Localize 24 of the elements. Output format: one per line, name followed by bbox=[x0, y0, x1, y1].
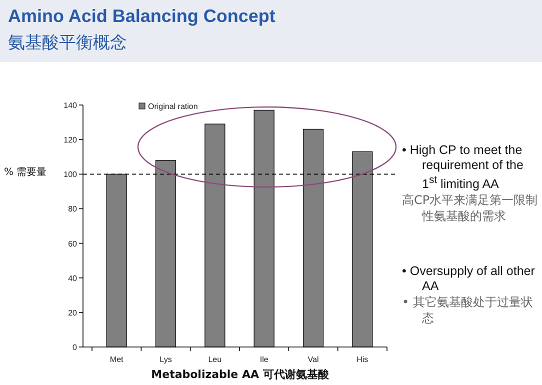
y-axis-title: % 需要量 bbox=[4, 167, 47, 178]
x-tick-label: Leu bbox=[208, 355, 222, 364]
x-tick-label: His bbox=[356, 355, 368, 364]
text: 高CP水平来满足第一限制性氨基酸的需求 bbox=[402, 192, 538, 224]
y-tick-label: 0 bbox=[72, 343, 78, 352]
x-tick-label: Met bbox=[110, 355, 124, 364]
y-tick-label: 40 bbox=[68, 274, 78, 283]
y-tick-label: 60 bbox=[68, 239, 78, 248]
y-tick-label: 20 bbox=[68, 308, 78, 318]
y-tick-label: 80 bbox=[68, 204, 78, 214]
chart-title: Amino Acid Balancing Concept bbox=[8, 6, 276, 26]
text: • High CP to meet the requirement of the 1$^{st}$ limiting AA bbox=[402, 143, 524, 192]
text: • Oversupply of all other AA bbox=[402, 264, 536, 294]
y-tick-label: 140 bbox=[64, 101, 78, 110]
x-axis-title: Metabolizable AA 可代谢氨基酸 bbox=[151, 368, 330, 381]
x-tick-label: Lys bbox=[160, 355, 172, 364]
x-tick-label: Val bbox=[308, 355, 319, 364]
x-tick-label: Ile bbox=[260, 355, 269, 364]
y-tick-label: 120 bbox=[64, 136, 78, 145]
text: • 其它氨基酸处于过量状态 bbox=[402, 294, 534, 326]
chart-subtitle: 氨基酸平衡概念 bbox=[8, 33, 127, 53]
y-tick-label: 100 bbox=[64, 170, 78, 180]
legend-label: Original ration bbox=[148, 102, 198, 111]
legend: Original ration bbox=[138, 102, 198, 111]
